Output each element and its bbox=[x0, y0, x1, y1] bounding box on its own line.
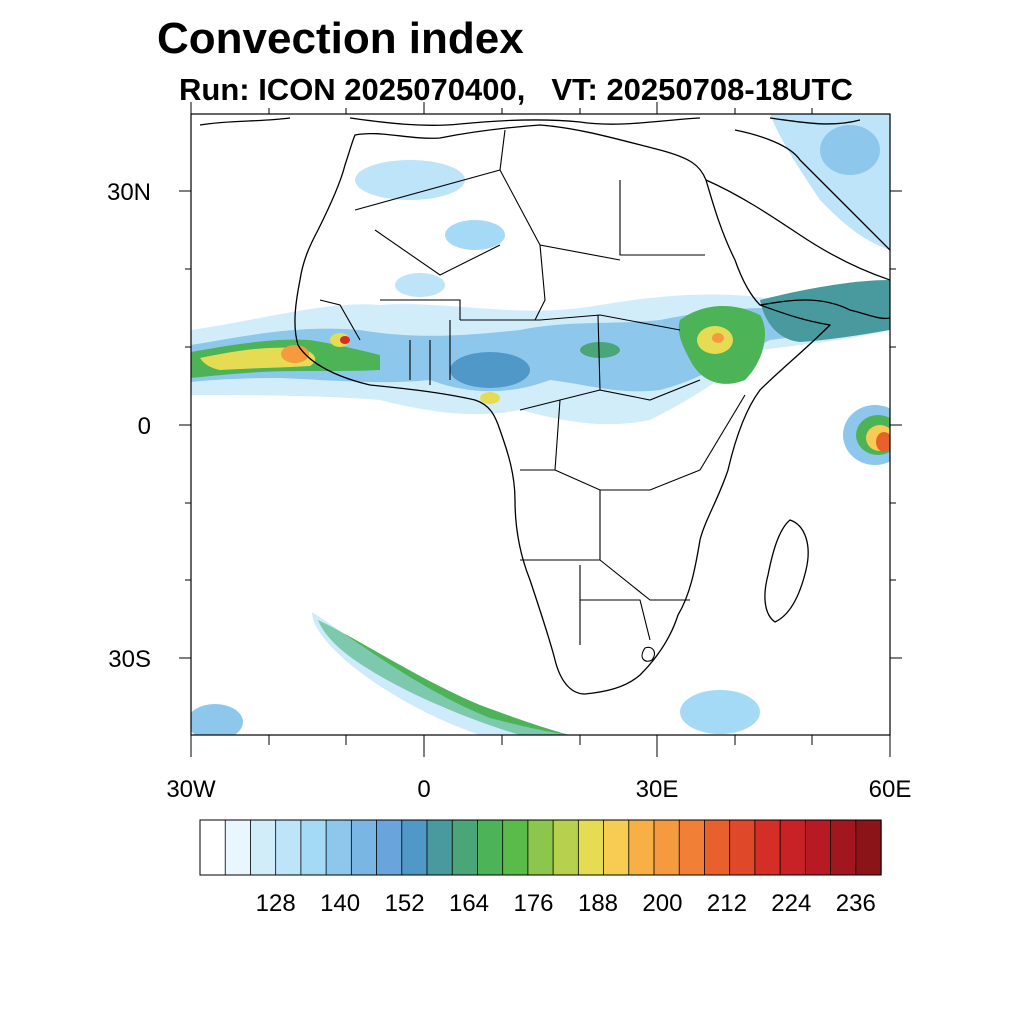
colorbar-label: 200 bbox=[642, 890, 682, 917]
colorbar-swatch bbox=[754, 819, 781, 876]
field-io-storm-core bbox=[876, 432, 890, 452]
colorbar-swatch bbox=[426, 819, 453, 876]
chart-title: Convection index bbox=[157, 14, 524, 63]
convection-field bbox=[191, 114, 890, 735]
colorbar-swatch bbox=[477, 819, 504, 876]
field-arabia-band bbox=[760, 280, 890, 342]
colorbar-swatch bbox=[527, 819, 554, 876]
colorbar-swatch bbox=[577, 819, 605, 876]
lon-label-0: 0 bbox=[417, 776, 430, 803]
colorbar-swatch bbox=[678, 819, 706, 876]
colorbar-swatch bbox=[350, 819, 378, 876]
lat-label-30n: 30N bbox=[107, 179, 151, 206]
colorbar-label: 212 bbox=[707, 890, 747, 917]
arabia-coast bbox=[705, 129, 890, 320]
colorbar-label: 236 bbox=[836, 890, 876, 917]
colorbar-swatch bbox=[704, 819, 731, 876]
colorbar-label: 176 bbox=[513, 890, 553, 917]
colorbar-swatch bbox=[451, 819, 479, 876]
field-south-front-light bbox=[312, 612, 580, 735]
colorbar-swatch bbox=[855, 819, 882, 876]
colorbar-swatch bbox=[830, 819, 857, 876]
run-label: Run: ICON 2025070400, bbox=[179, 72, 526, 107]
colorbar-label: 164 bbox=[449, 890, 489, 917]
lat-label-30s: 30S bbox=[108, 646, 151, 673]
madagascar bbox=[764, 519, 809, 623]
field-ne-blob bbox=[820, 125, 880, 175]
field-central-1 bbox=[450, 352, 530, 388]
lesotho bbox=[641, 646, 655, 662]
lon-label-30w: 30W bbox=[166, 776, 216, 803]
colorbar-swatch bbox=[552, 819, 580, 876]
field-ethiopia-orange bbox=[712, 333, 724, 343]
colorbar-swatch bbox=[300, 819, 327, 876]
colorbar-swatch bbox=[628, 819, 655, 876]
europe-coast bbox=[199, 117, 861, 126]
africa-coastline bbox=[294, 124, 831, 695]
colorbar-outline bbox=[199, 819, 882, 876]
colorbar-swatch bbox=[779, 819, 807, 876]
country-borders bbox=[319, 129, 746, 662]
lat-label-0: 0 bbox=[138, 413, 151, 440]
colorbar-label: 224 bbox=[771, 890, 811, 917]
colorbar-swatch bbox=[275, 819, 302, 876]
colorbar-swatch bbox=[804, 819, 832, 876]
colorbar-swatch bbox=[199, 819, 226, 876]
colorbar-swatch bbox=[376, 819, 403, 876]
field-se-blob bbox=[680, 690, 760, 734]
lon-label-30e: 30E bbox=[636, 776, 679, 803]
colorbar-swatch bbox=[729, 819, 756, 876]
coastlines bbox=[199, 117, 890, 695]
map-panel bbox=[190, 113, 891, 736]
colorbar-swatch bbox=[603, 819, 630, 876]
field-sahara-3 bbox=[395, 273, 445, 297]
chart-subtitle: Run: ICON 2025070400, VT: 20250708-18UTC bbox=[179, 72, 853, 108]
field-sw-corner bbox=[191, 704, 243, 735]
interior-borders bbox=[319, 129, 746, 645]
colorbar-swatch bbox=[325, 819, 353, 876]
colorbar-label: 188 bbox=[578, 890, 618, 917]
colorbar bbox=[199, 819, 882, 876]
colorbar-labels: 128 140 152 164 176 188 200 212 224 236 bbox=[256, 890, 876, 917]
colorbar-label: 152 bbox=[385, 890, 425, 917]
field-itcz-hot3 bbox=[340, 336, 350, 344]
colorbar-swatch bbox=[224, 819, 252, 876]
colorbar-swatch bbox=[502, 819, 529, 876]
colorbar-label: 140 bbox=[320, 890, 360, 917]
field-sahara-2 bbox=[445, 220, 505, 250]
field-central-3 bbox=[480, 392, 500, 404]
map-background bbox=[191, 114, 890, 735]
valid-time-label: VT: 20250708-18UTC bbox=[551, 72, 853, 107]
axis-ticks bbox=[179, 102, 902, 757]
colorbar-swatch bbox=[653, 819, 680, 876]
lon-label-60e: 60E bbox=[869, 776, 912, 803]
colorbar-label: 128 bbox=[256, 890, 296, 917]
colorbar-swatch bbox=[250, 819, 277, 876]
field-central-2 bbox=[580, 342, 620, 358]
field-sahara-1 bbox=[355, 160, 465, 200]
field-itcz-hot1 bbox=[281, 345, 309, 363]
colorbar-swatch bbox=[401, 819, 428, 876]
